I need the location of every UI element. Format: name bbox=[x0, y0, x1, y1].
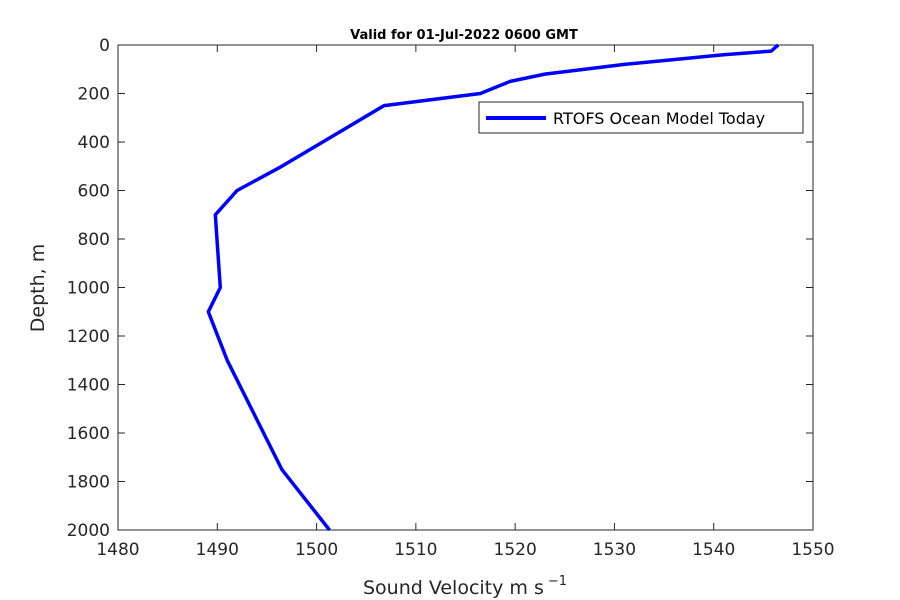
x-tick-label: 1510 bbox=[394, 540, 437, 560]
y-tick-label: 1200 bbox=[67, 327, 110, 347]
x-axis-title-main: Sound Velocity m s bbox=[363, 577, 544, 599]
series-line bbox=[206, 43, 780, 532]
y-tick-label: 1800 bbox=[67, 473, 110, 493]
chart-title: Valid for 01-Jul-2022 0600 GMT bbox=[350, 28, 578, 43]
series-layer bbox=[206, 43, 780, 532]
y-tick-label: 400 bbox=[78, 133, 110, 153]
x-tick-label: 1530 bbox=[593, 540, 636, 560]
y-axis: 0 200 400 600 800 1000 1200 1400 1600 1800 2000 bbox=[67, 36, 813, 541]
y-tick-label: 0 bbox=[99, 36, 110, 56]
y-tick-label: 200 bbox=[78, 85, 110, 105]
y-tick-label: 1400 bbox=[67, 376, 110, 396]
x-tick-label: 1550 bbox=[791, 540, 834, 560]
x-tick-label: 1480 bbox=[96, 540, 139, 560]
y-tick-label: 600 bbox=[78, 182, 110, 202]
x-axis-title-exponent: −1 bbox=[548, 574, 567, 589]
y-tick-label: 1000 bbox=[67, 279, 110, 299]
x-tick-label: 1500 bbox=[295, 540, 338, 560]
x-tick-label: 1540 bbox=[692, 540, 735, 560]
x-axis-title: Sound Velocity m s −1 bbox=[363, 574, 567, 599]
legend-label: RTOFS Ocean Model Today bbox=[553, 109, 765, 128]
y-tick-label: 2000 bbox=[67, 521, 110, 541]
y-tick-label: 1600 bbox=[67, 424, 110, 444]
y-axis-title: Depth, m bbox=[27, 244, 49, 332]
x-axis: 1480 1490 1500 1510 1520 1530 1540 1550 bbox=[96, 45, 835, 560]
y-tick-label: 800 bbox=[78, 230, 110, 250]
x-tick-label: 1520 bbox=[494, 540, 537, 560]
legend: RTOFS Ocean Model Today bbox=[478, 101, 804, 134]
x-tick-label: 1490 bbox=[196, 540, 239, 560]
